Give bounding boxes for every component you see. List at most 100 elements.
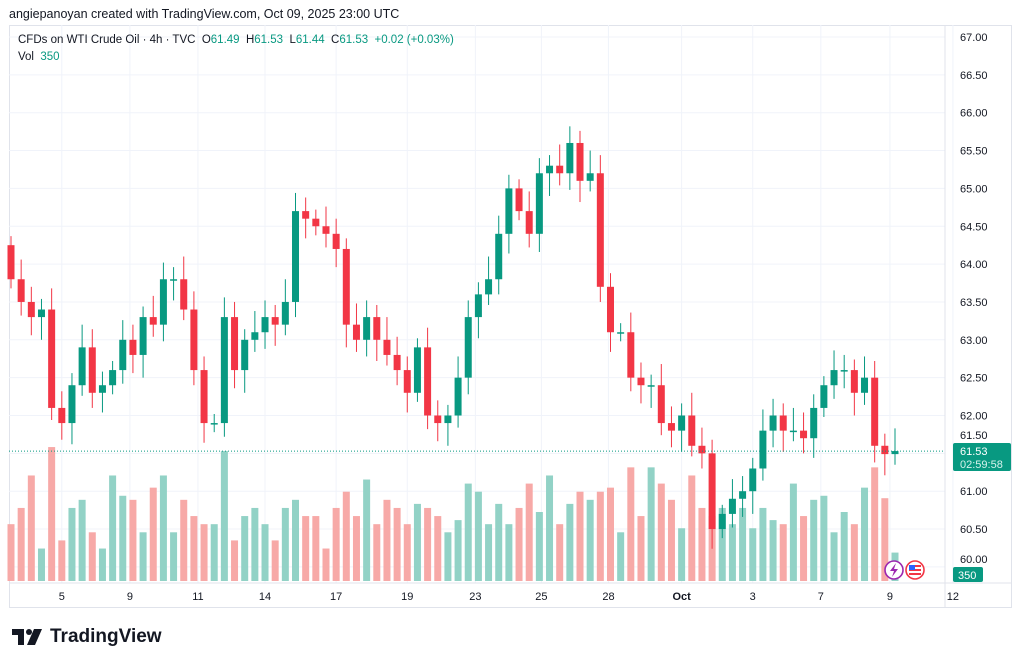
price-tick-label: 65.00	[960, 183, 988, 195]
candle-body	[7, 245, 15, 280]
candle-body	[647, 385, 655, 387]
volume-bar	[129, 499, 137, 581]
candle-body	[566, 142, 574, 174]
volume-bar	[88, 532, 96, 581]
close-value: 61.53	[339, 34, 369, 46]
volume-bar	[37, 548, 45, 581]
candle-body	[728, 498, 736, 514]
volume-bar	[617, 532, 625, 581]
volume-bar	[525, 483, 533, 581]
candle-body	[769, 415, 777, 431]
candle-body	[88, 347, 96, 393]
candle-body	[739, 491, 747, 499]
volume-bar	[749, 528, 757, 581]
volume-label: Vol	[18, 51, 34, 63]
open-value: 61.49	[210, 34, 240, 46]
volume-bar	[840, 512, 848, 581]
volume-bar	[98, 548, 106, 581]
candle-body	[424, 347, 432, 416]
volume-bar	[586, 499, 594, 581]
volume-bar	[159, 475, 167, 581]
candle-body	[159, 279, 167, 325]
volume-bar	[180, 499, 188, 581]
volume-row: Vol 350	[18, 49, 454, 66]
volume-bar	[556, 524, 564, 581]
tradingview-logo-icon	[12, 629, 42, 645]
price-tick-label: 63.00	[960, 335, 988, 347]
candle-body	[27, 301, 35, 318]
price-tick-label: 62.50	[960, 373, 988, 385]
high-value: 61.53	[254, 34, 284, 46]
candle-body	[98, 385, 106, 393]
candle-body	[200, 370, 208, 424]
candle-body	[678, 415, 686, 431]
candle-body	[210, 423, 218, 425]
volume-bar	[220, 451, 228, 581]
volume-bar	[170, 532, 178, 581]
volume-bar	[424, 507, 432, 581]
time-tick-label: 7	[818, 591, 824, 603]
volume-bar	[261, 524, 269, 581]
volume-bar	[139, 532, 147, 581]
volume-bar	[779, 524, 787, 581]
candle-body	[850, 370, 858, 393]
tradingview-logo[interactable]: TradingView	[12, 626, 162, 648]
candle-body	[474, 294, 482, 318]
candle-body	[302, 211, 310, 219]
time-tick-label: 12	[947, 591, 959, 603]
candle-body	[586, 173, 594, 181]
candle-body	[220, 317, 228, 424]
price-tick-label: 64.00	[960, 259, 988, 271]
candle-body	[596, 173, 604, 287]
volume-bar	[48, 447, 56, 581]
candle-body	[434, 415, 442, 424]
volume-bar	[363, 479, 371, 581]
volume-bar	[413, 503, 421, 581]
candle-body	[119, 339, 127, 371]
candle-body	[576, 142, 584, 181]
time-tick-label: 3	[750, 591, 756, 603]
candle-body	[129, 339, 137, 355]
volume-bar	[485, 524, 493, 581]
volume-bar	[546, 475, 554, 581]
price-tick-label: 67.00	[960, 32, 988, 44]
candle-body	[241, 339, 249, 371]
candle-body	[190, 309, 198, 371]
candle-body	[139, 317, 147, 355]
candle-body	[485, 279, 493, 295]
candle-body	[363, 317, 371, 340]
us-flag-icon[interactable]	[905, 560, 925, 580]
candle-body	[373, 317, 381, 340]
chart-credit: angiepanoyan created with TradingView.co…	[9, 7, 400, 21]
volume-bar	[647, 467, 655, 581]
volume-bar	[464, 483, 472, 581]
candle-body	[881, 445, 889, 455]
low-label: L	[289, 34, 296, 46]
candle-body	[180, 279, 188, 310]
volume-bar	[505, 524, 513, 581]
volume-bar	[820, 495, 828, 581]
volume-bar	[881, 498, 889, 581]
volume-bar	[576, 491, 584, 581]
candle-body	[37, 309, 45, 318]
candle-body	[312, 218, 320, 227]
candle-body	[17, 279, 25, 302]
symbol-legend: CFDs on WTI Crude Oil · 4h · TVC O61.49 …	[18, 32, 454, 66]
candle-body	[261, 317, 269, 333]
candle-body	[627, 332, 635, 378]
volume-bar	[871, 467, 879, 581]
volume-bar	[739, 507, 747, 581]
candle-body	[403, 370, 411, 393]
candle-body	[861, 377, 869, 393]
price-tick-label: 65.50	[960, 146, 988, 158]
time-tick-label: 9	[887, 591, 893, 603]
candles	[7, 126, 899, 549]
lightning-icon[interactable]	[884, 560, 904, 580]
candle-body	[281, 301, 289, 325]
volume-bar	[200, 524, 208, 581]
candle-body	[617, 332, 625, 334]
price-tick-label: 66.50	[960, 70, 988, 82]
symbol-title[interactable]: CFDs on WTI Crude Oil · 4h · TVC	[18, 34, 196, 46]
candle-body	[759, 430, 767, 469]
